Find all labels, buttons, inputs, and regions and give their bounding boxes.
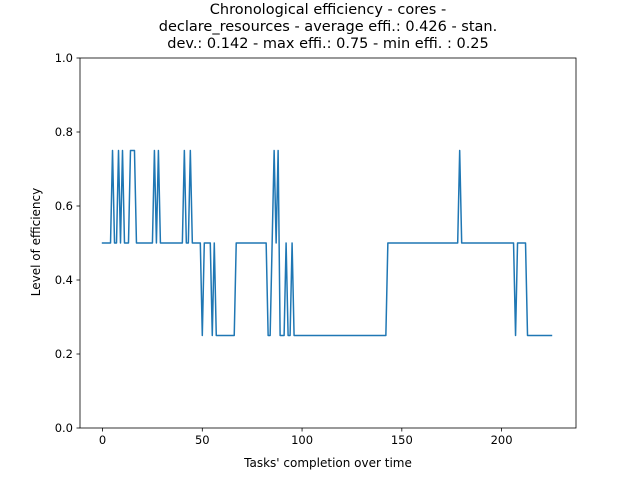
y-tick-label: 0.4 <box>55 273 73 287</box>
y-tick-label: 0.6 <box>55 199 73 213</box>
chart-title-line-3: dev.: 0.142 - max effi.: 0.75 - min effi… <box>167 36 489 52</box>
chart-title: Chronological efficiency - cores - decla… <box>159 2 497 52</box>
y-tick-label: 0.0 <box>55 421 73 435</box>
plot-area <box>79 57 577 429</box>
y-tick-label: 0.2 <box>55 347 73 361</box>
y-axis-ticks: 0.0 0.2 0.4 0.6 0.8 1.0 <box>55 51 80 435</box>
x-axis-label: Tasks' completion over time <box>243 456 412 470</box>
x-tick-label: 0 <box>99 433 106 447</box>
x-tick-label: 50 <box>195 433 210 447</box>
axes-frame <box>79 57 577 429</box>
x-tick-label: 200 <box>491 433 513 447</box>
chart-title-line-1: Chronological efficiency - cores - <box>210 2 446 18</box>
series-line <box>101 149 553 337</box>
y-tick-label: 0.8 <box>55 125 73 139</box>
x-tick-label: 100 <box>291 433 313 447</box>
x-tick-label: 150 <box>391 433 413 447</box>
y-tick-label: 1.0 <box>55 51 73 65</box>
chart-title-line-2: declare_resources - average effi.: 0.426… <box>159 19 497 35</box>
x-axis-ticks: 0 50 100 150 200 <box>99 428 513 447</box>
y-axis-label: Level of efficiency <box>29 188 43 296</box>
